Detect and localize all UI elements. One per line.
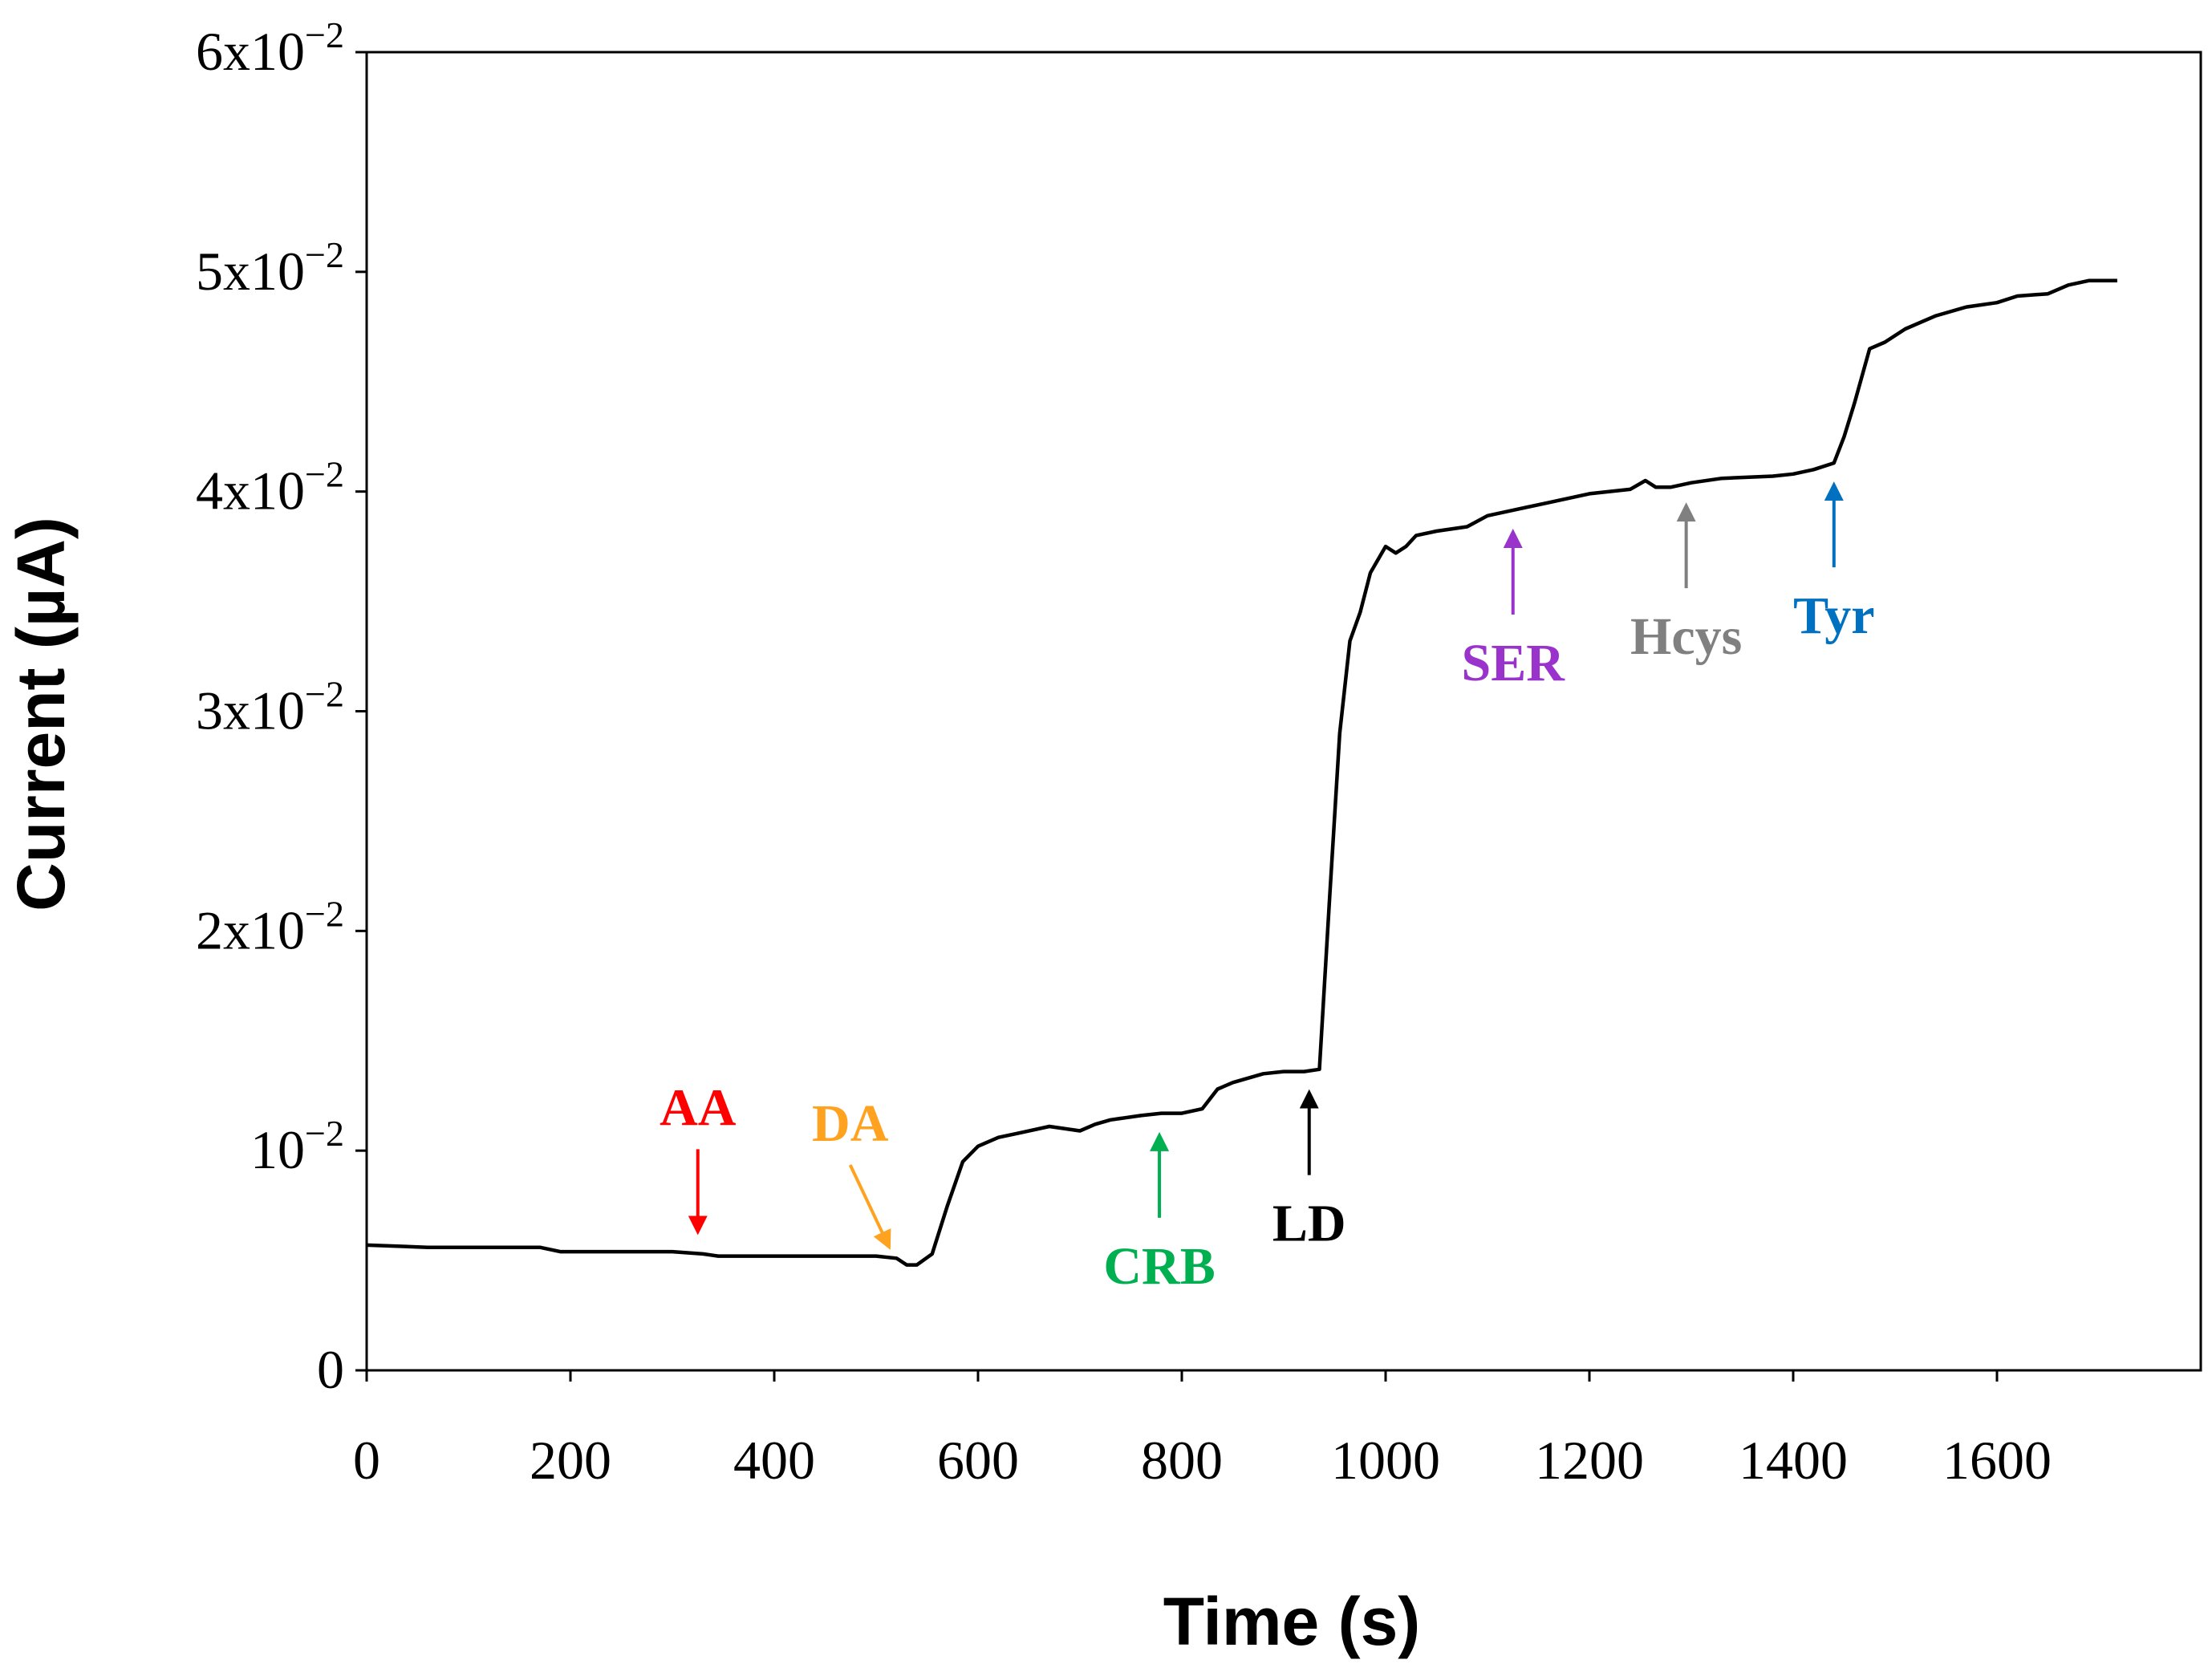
y-tick-label: 6x10−2 xyxy=(196,14,344,82)
annotation-ld: LD xyxy=(1272,1089,1346,1253)
crb-label: CRB xyxy=(1103,1237,1215,1296)
y-tick-label: 2x10−2 xyxy=(196,893,344,960)
plot-border xyxy=(365,51,2202,1372)
x-axis-ticks: 0 200 400 600 800 1000 1200 1400 1600 xyxy=(353,1370,2052,1491)
x-tick-label: 400 xyxy=(733,1430,815,1491)
x-axis-title: Time (s) xyxy=(1163,1584,1421,1659)
y-tick-label: 10−2 xyxy=(250,1113,344,1180)
ld-label: LD xyxy=(1272,1195,1346,1253)
annotation-ser: SER xyxy=(1462,528,1566,692)
da-label: DA xyxy=(812,1094,889,1153)
hcys-label: Hcys xyxy=(1630,607,1742,666)
x-tick-label: 800 xyxy=(1141,1430,1223,1491)
y-tick-label: 3x10−2 xyxy=(196,674,344,741)
y-axis-title: Current (µA) xyxy=(3,517,79,911)
x-tick-label: 0 xyxy=(353,1430,380,1491)
plot-frame xyxy=(365,51,2202,1372)
x-tick-label: 1400 xyxy=(1739,1430,1848,1491)
annotation-da: DA xyxy=(812,1094,891,1250)
y-tick-label: 4x10−2 xyxy=(196,454,344,521)
annotation-aa: AA xyxy=(660,1078,737,1236)
x-tick-label: 600 xyxy=(937,1430,1019,1491)
x-tick-label: 1000 xyxy=(1331,1430,1440,1491)
y-tick-label: 5x10−2 xyxy=(196,234,344,302)
aa-label: AA xyxy=(660,1078,737,1137)
annotation-layer: AA DA CRB LD SER Hcys Tyr xyxy=(660,481,1875,1296)
x-tick-label: 1600 xyxy=(1942,1430,2052,1491)
x-tick-label: 1200 xyxy=(1535,1430,1644,1491)
x-tick-label: 200 xyxy=(530,1430,611,1491)
annotation-hcys: Hcys xyxy=(1630,502,1742,666)
annotation-tyr: Tyr xyxy=(1793,481,1875,645)
y-axis-ticks: 0 10−2 2x10−2 3x10−2 4x10−2 5x10−2 6x10−2 xyxy=(196,14,367,1400)
y-tick-label: 0 xyxy=(317,1339,344,1400)
annotation-crb: CRB xyxy=(1103,1131,1216,1296)
da-arrow xyxy=(848,1164,891,1250)
tyr-label: Tyr xyxy=(1793,586,1874,645)
ser-label: SER xyxy=(1462,634,1566,692)
series-layer xyxy=(366,278,2117,1267)
series-line-current xyxy=(366,278,2117,1267)
